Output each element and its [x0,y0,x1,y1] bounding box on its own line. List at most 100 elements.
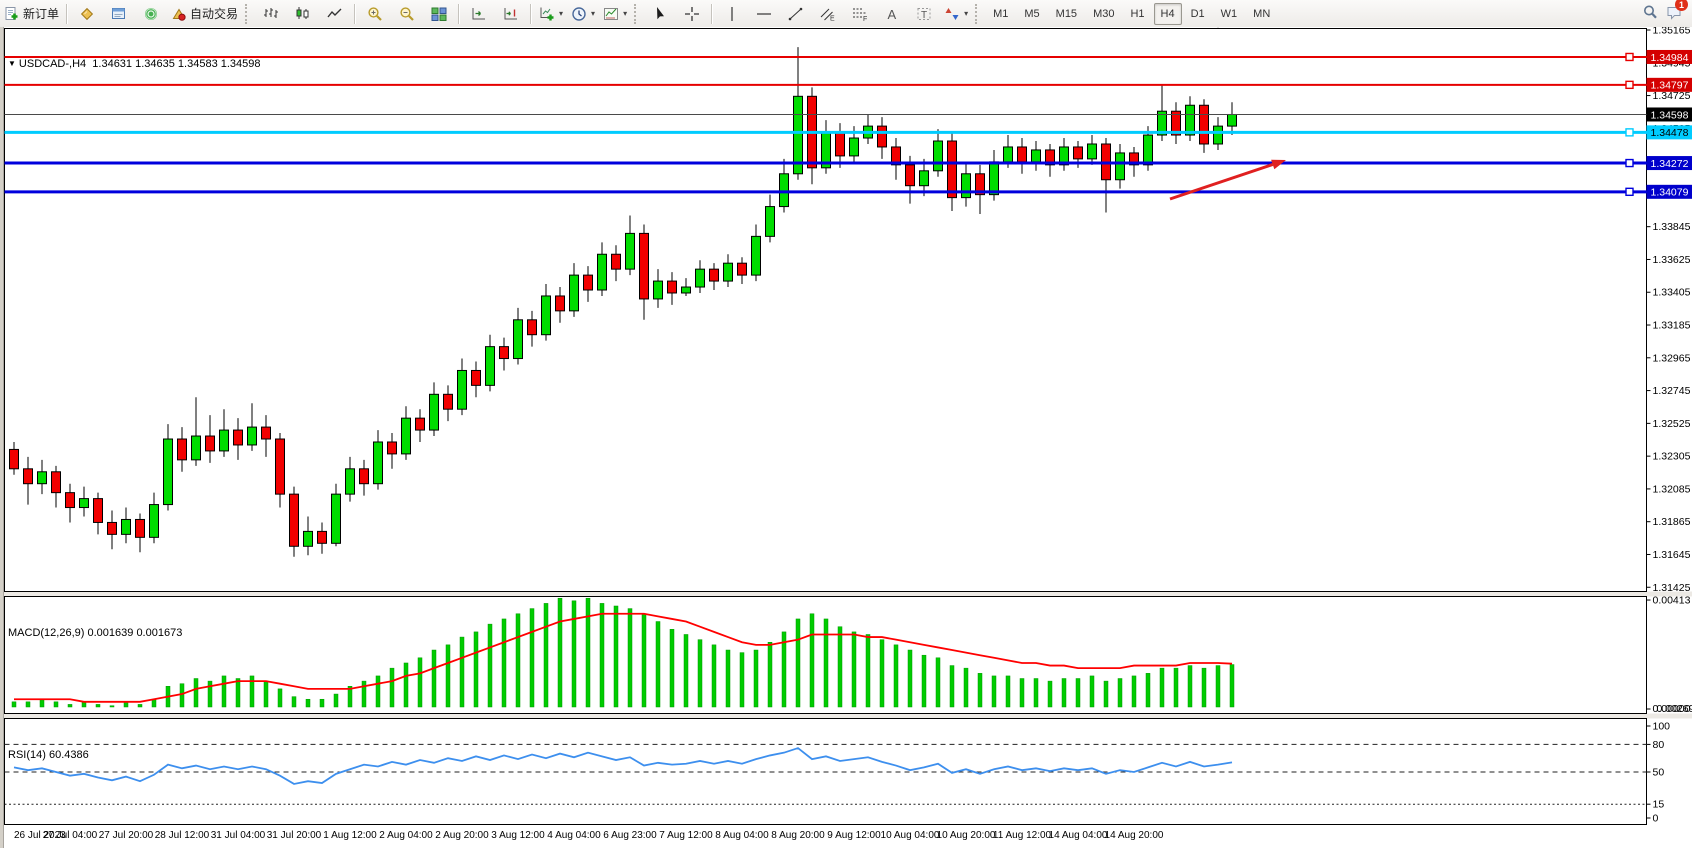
line-handle[interactable] [1626,160,1633,167]
price-tag-label: 1.34797 [1651,80,1689,92]
bar-chart-button[interactable] [255,2,287,26]
templates-button[interactable]: ▾ [599,2,631,26]
timeframe-m30-button[interactable]: M30 [1086,3,1121,25]
time-tick-label: 8 Aug 04:00 [715,830,769,841]
time-tick-label: 11 Aug 12:00 [993,830,1052,841]
rsi-label: RSI(14) 60.4386 [8,749,89,761]
cursor-button[interactable] [644,2,676,26]
template-icon [603,6,619,22]
toolbar-grip[interactable] [634,4,641,24]
price-tick-label: 1.33625 [1653,254,1691,266]
panel-splitter[interactable] [0,592,1692,597]
price-tick-label: 1.33405 [1653,287,1691,299]
data-window-button[interactable] [103,2,135,26]
vline-icon [724,6,740,22]
chevron-down-icon[interactable]: ▾ [591,9,595,18]
auto-trading-button[interactable]: 自动交易 [167,2,242,26]
text-button[interactable]: A [876,2,908,26]
chevron-down-icon[interactable]: ▾ [623,9,627,18]
crosshair-button[interactable] [676,2,708,26]
line-handle[interactable] [1626,81,1633,88]
time-tick-label: 7 Aug 12:00 [659,830,713,841]
symbol-title: USDCAD-,H4 [19,58,86,70]
new-order-button-label: 新订单 [23,5,59,22]
timeframe-m5-button[interactable]: M5 [1017,3,1046,25]
svg-text:E: E [830,15,835,22]
new-chart-button[interactable]: ▾ [535,2,567,26]
zoom-out-button[interactable] [391,2,423,26]
toolbar-separator [458,4,460,24]
window-left-border [0,27,4,848]
hline-icon [756,6,772,22]
time-tick-label: 9 Aug 12:00 [827,830,881,841]
periods-button[interactable]: ▾ [567,2,599,26]
channel-icon: E [820,6,836,22]
timeframe-h1-button[interactable]: H1 [1123,3,1151,25]
timeframe-h4-button[interactable]: H4 [1154,3,1182,25]
arrows-button[interactable]: ▾ [940,2,972,26]
line-handle[interactable] [1626,188,1633,195]
new-order-button[interactable]: 新订单 [0,2,63,26]
toolbar-grip[interactable] [245,4,252,24]
rsi-tick-label: 80 [1653,739,1665,751]
label-icon: T [916,6,932,22]
toolbar-separator [354,4,356,24]
line-handle[interactable] [1626,129,1633,136]
svg-text:T: T [921,10,927,21]
equidistant-channel-button[interactable]: E [812,2,844,26]
candle-chart-icon [295,6,311,22]
chevron-down-icon[interactable]: ▾ [964,9,968,18]
bar-chart-icon [263,6,279,22]
price-tick-label: 1.32965 [1653,352,1691,364]
market-watch-icon [79,6,95,22]
text-label-button[interactable]: T [908,2,940,26]
current-price-label: 1.34598 [1651,109,1689,121]
new-order-icon [4,6,20,22]
price-tag-label: 1.34272 [1651,158,1689,170]
tile-windows-icon [431,6,447,22]
market-watch-button[interactable] [71,2,103,26]
chevron-down-icon[interactable]: ▾ [559,9,563,18]
price-tag-label: 1.34984 [1651,52,1689,64]
timeframe-m15-button[interactable]: M15 [1049,3,1084,25]
price-tick-label: 1.31645 [1653,549,1691,561]
period-icon [571,6,587,22]
zoom-in-button[interactable] [359,2,391,26]
comments-button[interactable]: 1 [1666,4,1682,23]
search-button[interactable] [1642,4,1658,23]
rsi-tick-label: 100 [1653,721,1671,733]
price-tick-label: 1.35165 [1653,27,1691,37]
timeframe-m1-button[interactable]: M1 [986,3,1015,25]
timeframe-d1-button[interactable]: D1 [1184,3,1212,25]
time-tick-label: 10 Aug 04:00 [881,830,940,841]
chart-shift-button[interactable] [495,2,527,26]
candlestick-chart-button[interactable] [287,2,319,26]
trendline-button[interactable] [780,2,812,26]
fibonacci-button[interactable]: F [844,2,876,26]
horizontal-line-button[interactable] [748,2,780,26]
navigator-button[interactable] [135,2,167,26]
toolbar-grip[interactable] [975,4,982,24]
auto-scroll-button[interactable] [463,2,495,26]
price-tick-label: 1.33185 [1653,320,1691,332]
svg-text:F: F [863,16,867,22]
vertical-line-button[interactable] [716,2,748,26]
zoom-out-icon [399,6,415,22]
line-chart-button[interactable] [319,2,351,26]
line-handle[interactable] [1626,53,1633,60]
timeframe-w1-button[interactable]: W1 [1214,3,1245,25]
rsi-name: RSI(14) [8,749,46,761]
panel-splitter[interactable] [0,714,1692,719]
symbol-ohlc-header: ▼USDCAD-,H4 1.34631 1.34635 1.34583 1.34… [8,58,261,70]
timeframe-mn-button[interactable]: MN [1246,3,1277,25]
price-tick-label: 1.31865 [1653,516,1691,528]
time-tick-label: 14 Aug 04:00 [1049,830,1108,841]
tile-windows-button[interactable] [423,2,455,26]
collapse-icon[interactable]: ▼ [8,59,16,68]
time-tick-label: 8 Aug 20:00 [771,830,825,841]
price-tick-label: 1.31425 [1653,582,1691,594]
time-tick-label: 6 Aug 23:00 [603,830,657,841]
chart-canvas[interactable]: 1.351651.349451.347251.345051.342851.340… [0,27,1692,848]
